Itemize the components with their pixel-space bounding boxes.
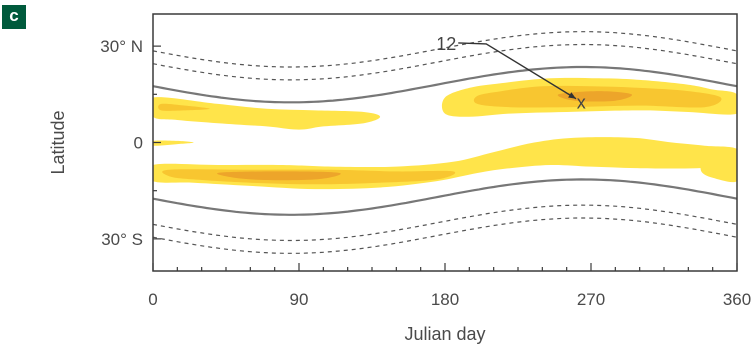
guide-lines <box>152 31 738 254</box>
contour-region-light <box>700 156 737 183</box>
south-dashed-line <box>152 204 738 242</box>
north-dashed-line <box>152 31 738 68</box>
x-tick-label: 270 <box>577 290 605 309</box>
y-tick-label: 30° N <box>100 37 143 56</box>
x-axis-title: Julian day <box>404 324 485 344</box>
x-tick-label: 0 <box>148 290 157 309</box>
x-tick-label: 90 <box>290 290 309 309</box>
y-tick-label: 30° S <box>101 230 143 249</box>
y-tick-label: 0 <box>134 134 143 153</box>
south-solid-line <box>152 178 738 216</box>
annotations: 12 x <box>436 34 586 113</box>
x-tick-label: 360 <box>723 290 751 309</box>
contour-region-dark <box>217 171 341 181</box>
axis-ticks: 0 90 180 270 360 30° N 0 30° S <box>100 37 751 309</box>
contour-label-12: 12 <box>436 34 456 54</box>
contour-region-dark <box>557 91 633 102</box>
contour-region-light <box>225 110 310 118</box>
north-dashed-line <box>152 43 738 81</box>
panel-label-badge: c <box>2 5 26 29</box>
contour-region-light <box>153 140 194 146</box>
x-tick-label: 180 <box>431 290 459 309</box>
annotation-arrow-head <box>568 92 577 99</box>
south-dashed-line <box>152 217 738 254</box>
contour-region-medium <box>158 103 210 111</box>
maximum-marker-x: x <box>577 93 586 113</box>
north-solid-line <box>152 65 738 104</box>
contour-regions <box>153 77 737 190</box>
y-axis-title: Latitude <box>48 110 68 174</box>
annotation-arrow-line <box>458 42 577 100</box>
